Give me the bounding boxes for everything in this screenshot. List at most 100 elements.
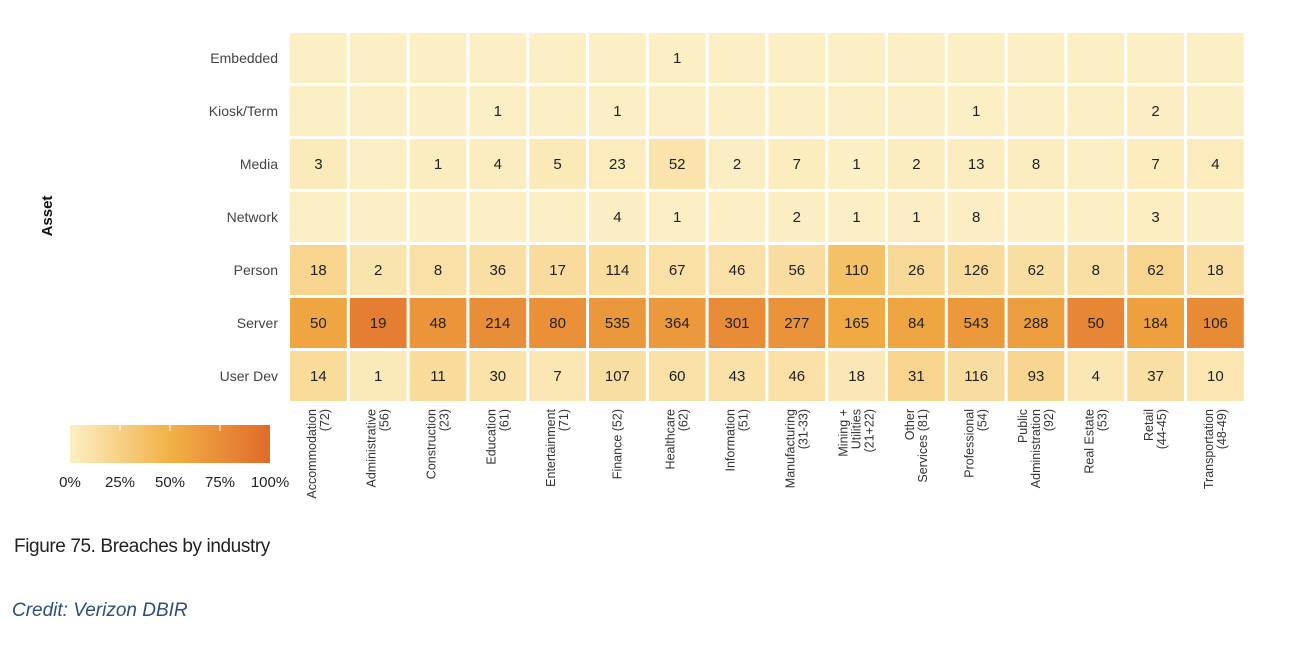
legend-tick-label: 0% [59,474,81,491]
heatmap-cell [1127,192,1184,242]
cell-value-label: 11 [430,368,446,385]
cell-value-label: 18 [848,368,865,385]
column-label: Administration [1029,409,1043,488]
cell-value-label: 26 [908,262,925,279]
column-label: Retail [1142,409,1156,441]
heatmap-cell [529,298,586,348]
cell-value-label: 8 [1032,156,1040,173]
column-label: Services (81) [916,409,930,483]
heatmap-cell [1187,33,1244,83]
heatmap-cell [1007,245,1065,295]
cell-value-label: 4 [1211,156,1219,173]
cell-value-label: 36 [489,262,506,279]
heatmap-cell [529,33,586,83]
cell-value-label: 18 [310,262,327,279]
column-label: Professional [963,409,977,478]
column-label: (31-33) [796,409,810,449]
heatmap-cell [409,192,467,242]
cell-value-label: 31 [908,368,925,385]
heatmap-cell [828,139,885,189]
row-label: Kiosk/Term [209,103,278,119]
column-label: (71) [557,409,571,431]
column-label: (54) [976,409,990,431]
heatmap-cell [648,245,706,295]
heatmap-cell [290,86,347,136]
column-label: (53) [1095,409,1109,431]
heatmap-cell [589,298,646,348]
cell-value-label: 3 [314,156,322,173]
heatmap-cell [768,86,826,136]
cell-value-label: 8 [1092,262,1100,279]
heatmap-cell [290,351,347,401]
heatmap-cell [349,86,407,136]
heatmap-cell [947,351,1005,401]
column-label: Mining + [837,409,851,457]
heatmap-cell [708,33,766,83]
column-label: Administrative [365,409,379,488]
heatmap-cell [349,245,407,295]
heatmap-cell [290,33,347,83]
cell-value-label: 1 [852,156,860,173]
cell-value-label: 165 [844,315,869,332]
heatmap-cell [947,298,1005,348]
cell-value-label: 17 [549,262,566,279]
cell-value-label: 56 [788,262,805,279]
heatmap-cell [947,192,1005,242]
heatmap-cell [708,245,766,295]
cell-value-label: 60 [669,368,686,385]
cell-value-label: 107 [605,368,630,385]
cell-value-label: 67 [669,262,686,279]
heatmap-cell [828,33,885,83]
heatmap-cell [888,33,945,83]
heatmap-cell [888,298,945,348]
heatmap-cell [1007,139,1065,189]
cell-value-label: 2 [733,156,741,173]
cell-value-label: 2 [912,156,920,173]
cell-value-label: 93 [1028,368,1045,385]
cell-value-label: 14 [310,368,327,385]
heatmap-cell [290,192,347,242]
heatmap-cell [708,351,766,401]
heatmap-cell [947,139,1005,189]
heatmap-cell [409,298,467,348]
cell-value-label: 4 [494,156,502,173]
column-label: Other [903,409,917,440]
row-label: Network [227,209,279,225]
column-label: (56) [378,409,392,431]
heatmap-cell [1067,351,1125,401]
heatmap-cell [648,351,706,401]
column-label: Entertainment [544,408,558,486]
heatmap-cell [1127,86,1184,136]
cell-value-label: 37 [1147,368,1164,385]
legend-tick-label: 100% [251,474,289,491]
legend-tick-label: 50% [155,474,185,491]
heatmap-cell [1187,139,1244,189]
cell-value-label: 214 [485,315,510,332]
cell-value-label: 7 [1151,156,1159,173]
heatmap-cell [648,139,706,189]
column-label: (21+22) [863,409,877,452]
cell-value-label: 46 [729,262,746,279]
cell-value-label: 80 [549,315,566,332]
cell-value-label: 10 [1207,368,1224,385]
heatmap-cell [888,351,945,401]
cell-value-label: 126 [964,262,989,279]
heatmap-cell [1127,139,1184,189]
heatmap-cell [1127,245,1184,295]
column-labels: Accommodation (72) Administrative (56) Const… [305,408,1229,498]
column-label: (92) [1042,409,1056,431]
heatmap-cell [648,192,706,242]
heatmap-cell [1127,298,1184,348]
row-label: Embedded [210,50,278,66]
heatmap-cell [1007,86,1065,136]
heatmap-cell [469,86,527,136]
heatmap-cell [529,86,586,136]
heatmap-cell [1187,192,1244,242]
figure-caption: Figure 75. Breaches by industry [14,536,270,557]
heatmap-cell [888,139,945,189]
credit-line: Credit: Verizon DBIR [12,600,188,621]
column-label: Utilities [850,409,864,449]
cell-value-label: 7 [553,368,561,385]
cell-value-label: 1 [912,209,920,226]
heatmap-cell [708,139,766,189]
